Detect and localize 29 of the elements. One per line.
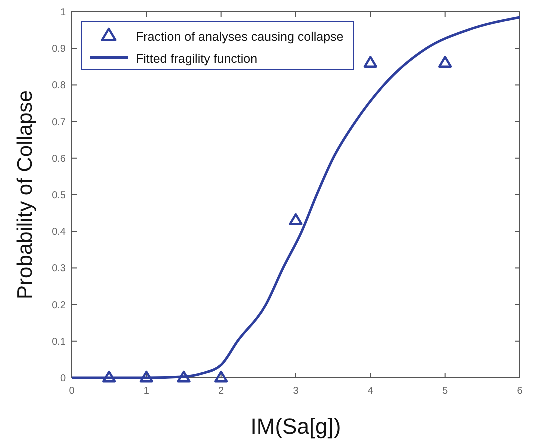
y-tick-label: 0.2 bbox=[52, 300, 66, 312]
point bbox=[438, 56, 452, 68]
y-tick-label: 0.8 bbox=[52, 80, 66, 92]
x-tick-label: 3 bbox=[293, 386, 300, 397]
y-tick-label: 0.3 bbox=[52, 264, 66, 275]
point bbox=[140, 370, 154, 383]
x-tick-label: 5 bbox=[442, 386, 449, 397]
y-axis-title: Probability of Collapse bbox=[14, 90, 37, 300]
x-tick-label: 1 bbox=[144, 386, 150, 397]
point bbox=[364, 56, 378, 68]
y-tick-label: 0.5 bbox=[52, 190, 66, 202]
point bbox=[289, 214, 303, 226]
x-tick-label: 2 bbox=[218, 386, 225, 397]
legend-label: Fitted fragility function bbox=[136, 52, 258, 66]
point bbox=[214, 370, 228, 383]
y-tick-label: 0.7 bbox=[52, 117, 66, 128]
y-tick-label: 1 bbox=[60, 8, 66, 18]
y-tick-label: 0.9 bbox=[52, 44, 66, 56]
legend-label: Fraction of analyses causing collapse bbox=[136, 30, 344, 44]
x-tick-label: 0 bbox=[69, 386, 76, 397]
y-tick-label: 0 bbox=[60, 374, 66, 384]
x-axis-title: IM(Sa[g]) bbox=[250, 414, 342, 439]
point bbox=[102, 370, 116, 383]
y-tick-label: 0.6 bbox=[52, 154, 66, 165]
y-tick-label: 0.1 bbox=[52, 336, 66, 348]
y-tick-label: 0.4 bbox=[52, 227, 66, 238]
point bbox=[177, 370, 191, 383]
x-tick-label: 4 bbox=[368, 386, 374, 397]
x-tick-label: 6 bbox=[517, 386, 524, 397]
